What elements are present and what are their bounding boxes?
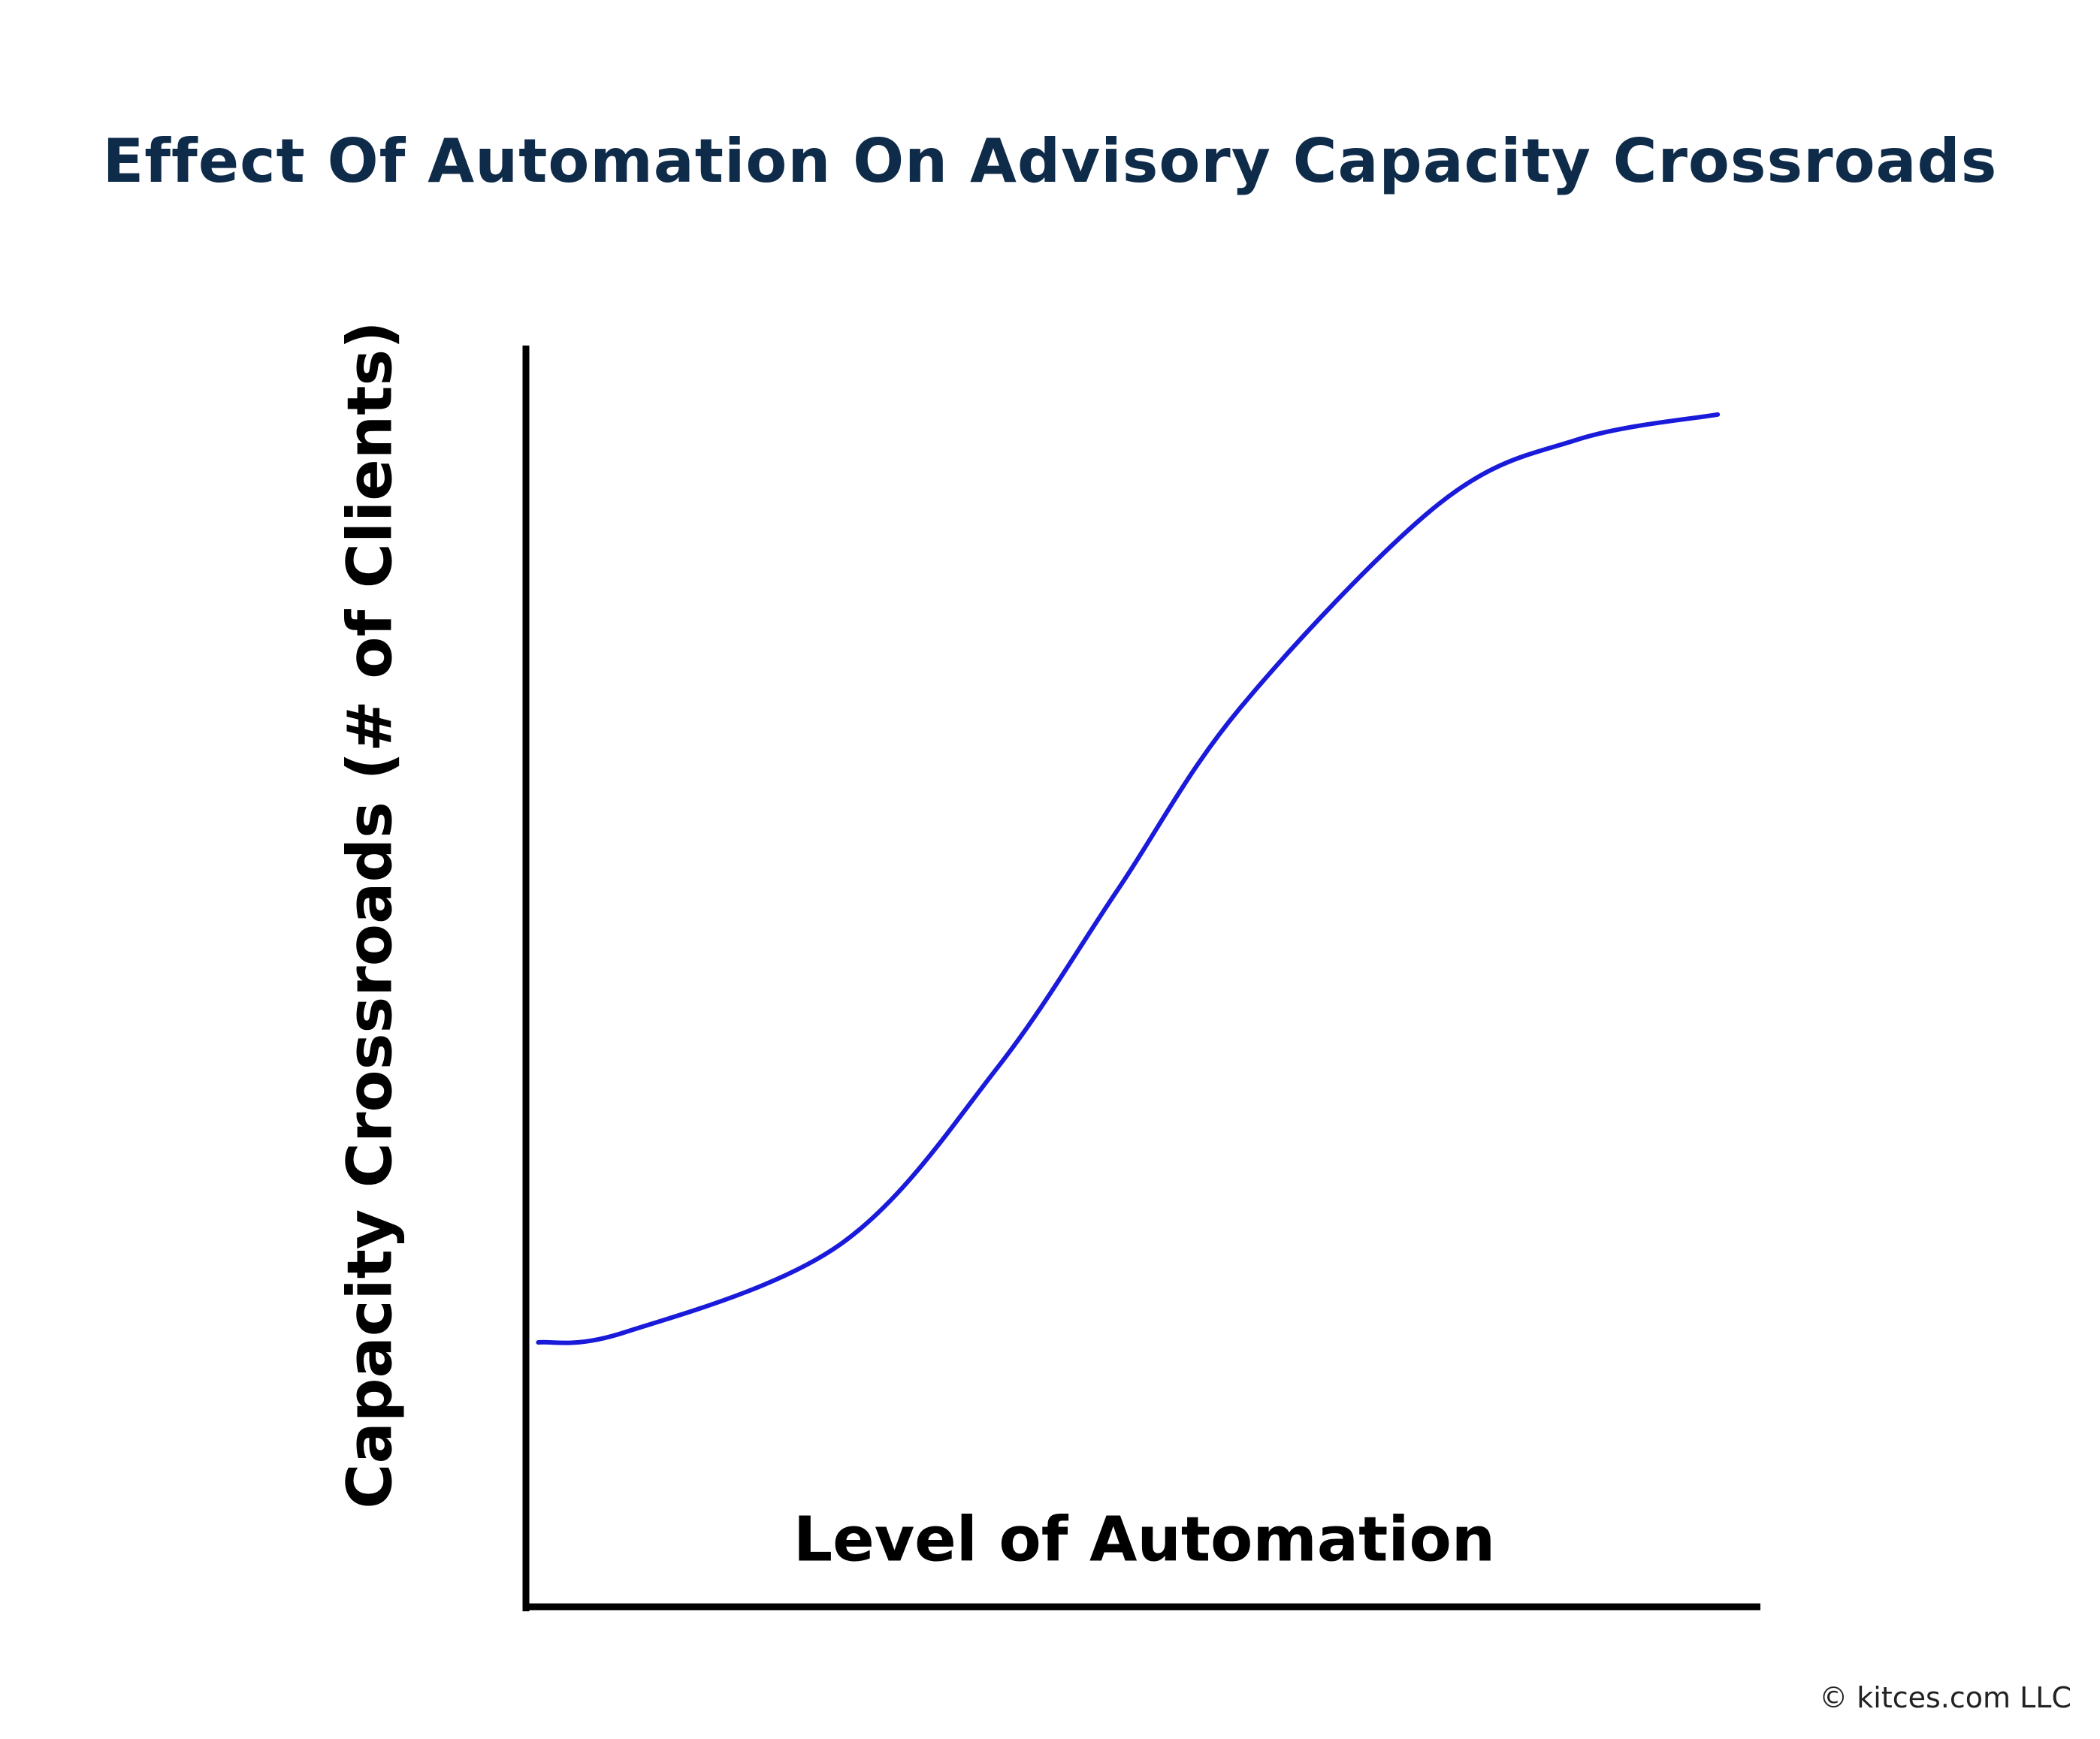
chart-title: Effect Of Automation On Advisory Capacit… — [102, 126, 1998, 196]
y-axis-label: Capacity Crossroads (# of Clients) — [334, 321, 406, 1509]
series-line-capacity — [536, 412, 1721, 1345]
x-axis-label: Level of Automation — [793, 1504, 1496, 1576]
copyright-footer: © kitces.com LLC — [1819, 1681, 2071, 1714]
